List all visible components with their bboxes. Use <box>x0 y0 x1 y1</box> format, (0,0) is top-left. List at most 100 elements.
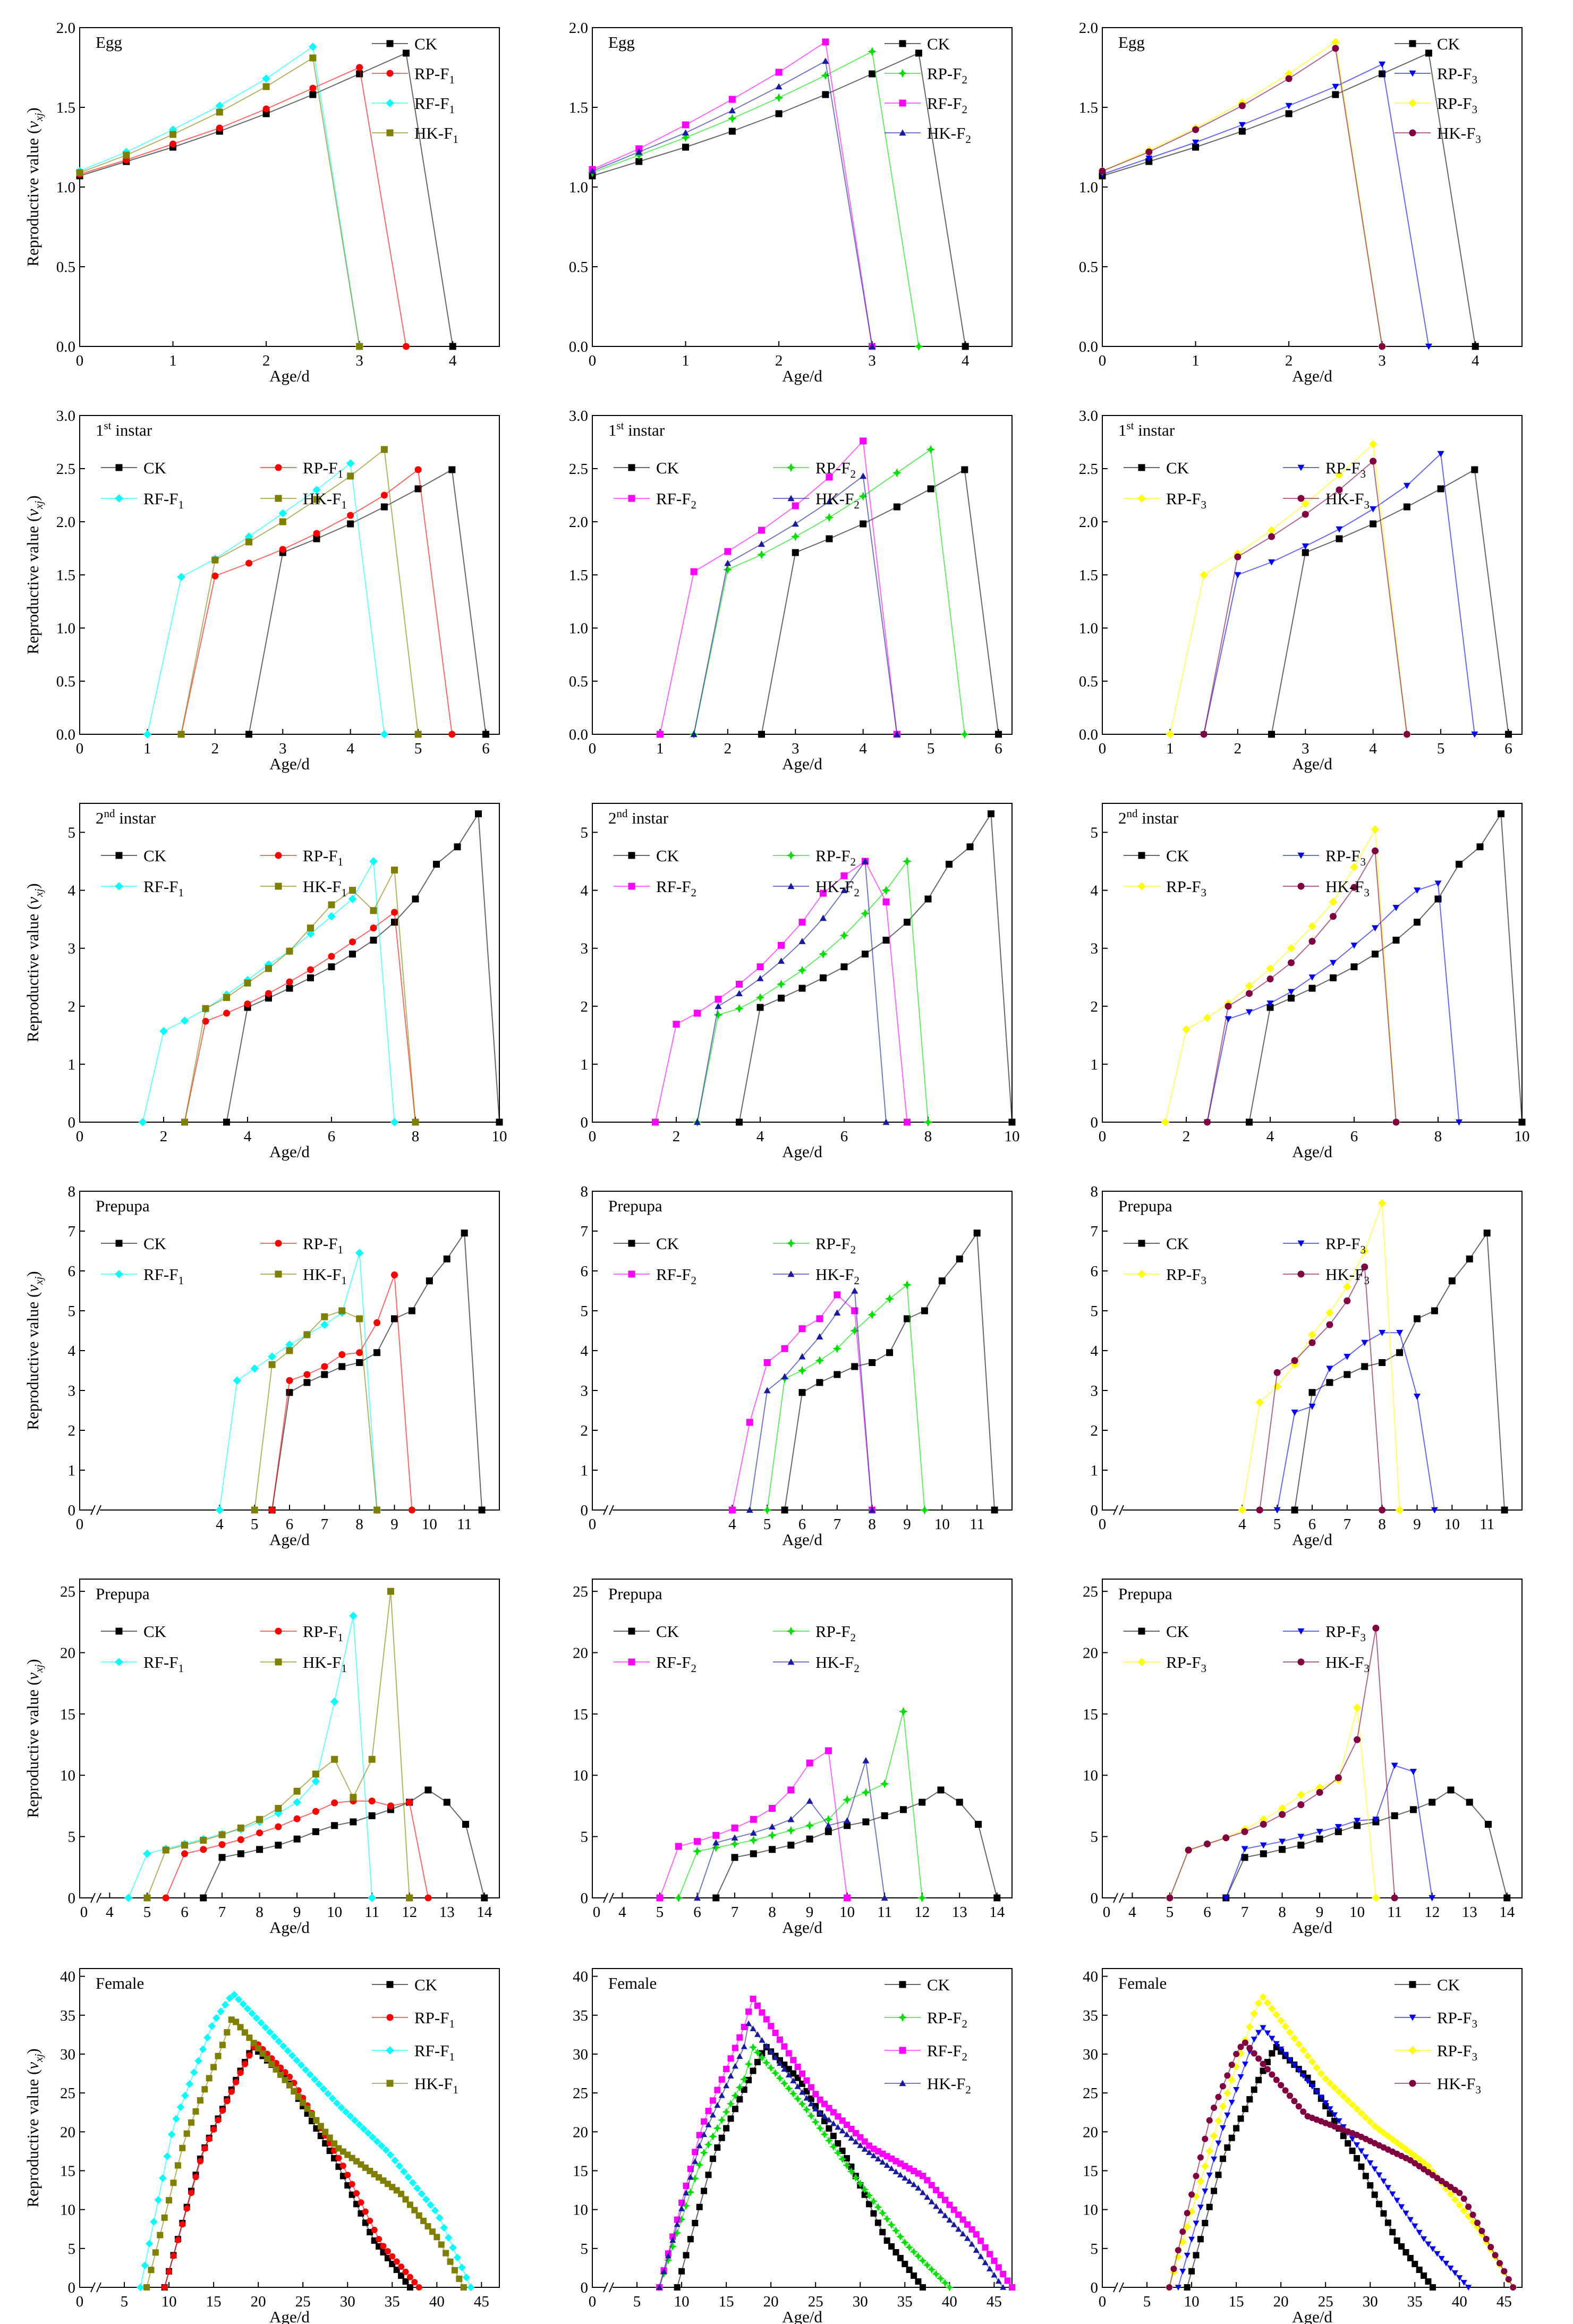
point <box>255 2045 262 2052</box>
point <box>768 2048 775 2055</box>
series-RP-F2 <box>588 47 923 351</box>
point <box>986 2251 993 2258</box>
x-tick-label: 2 <box>724 740 732 757</box>
legend-label: RP-F2 <box>815 1234 856 1256</box>
point <box>177 573 185 581</box>
y-tick-label: 2.0 <box>1079 20 1098 37</box>
point <box>286 1347 293 1354</box>
point <box>709 2132 717 2141</box>
point <box>279 518 286 525</box>
x-tick-label: 11 <box>1387 1904 1402 1921</box>
legend-label: CK <box>1437 1975 1460 1994</box>
point <box>786 1239 796 1248</box>
series-line <box>184 868 416 1123</box>
point <box>1362 2114 1370 2122</box>
y-axis-label: Reproductive value (vxj) <box>23 1659 45 1818</box>
point <box>203 2033 211 2042</box>
point <box>1197 2204 1204 2211</box>
point <box>393 2267 400 2274</box>
point <box>861 2191 868 2198</box>
y-tick-label: 1.0 <box>56 179 75 196</box>
point <box>946 2217 953 2223</box>
plot-frame <box>592 1968 1013 2288</box>
point <box>807 2111 815 2121</box>
x-axis-label: Age/d <box>269 754 310 773</box>
point <box>1266 1000 1274 1007</box>
x-tick-label: 9 <box>806 1904 814 1921</box>
point <box>1285 70 1293 78</box>
point <box>1362 2154 1369 2160</box>
point <box>851 1307 858 1314</box>
x-tick-label: 1 <box>143 740 151 757</box>
y-tick-label: 25 <box>60 2085 75 2102</box>
y-tick-label: 1.5 <box>1079 567 1098 584</box>
point <box>1264 2030 1271 2037</box>
point <box>704 2140 713 2149</box>
point <box>1259 1815 1268 1824</box>
point <box>815 1356 824 1365</box>
x-tick-label: 45 <box>1497 2293 1512 2310</box>
point <box>309 91 317 98</box>
point <box>259 2050 266 2057</box>
legend-item: RP-F1 <box>372 2008 455 2030</box>
point <box>228 2088 235 2095</box>
point <box>932 2270 940 2278</box>
series-CK <box>1246 810 1526 1126</box>
point <box>115 464 123 471</box>
point <box>1322 2075 1330 2083</box>
point <box>756 963 764 971</box>
series-CK <box>712 1786 1001 1902</box>
point <box>1469 2211 1476 2218</box>
point <box>346 459 355 468</box>
point <box>223 994 230 1001</box>
x-tick-label: 40 <box>429 2293 445 2310</box>
x-tick-label: 9 <box>1413 1516 1421 1533</box>
legend-item: CK <box>614 1622 679 1641</box>
point <box>1392 905 1400 911</box>
point <box>115 1627 123 1635</box>
point <box>798 919 806 926</box>
x-tick-label: 35 <box>1407 2293 1423 2310</box>
point <box>682 2201 691 2210</box>
x-tick-label: 2 <box>775 352 783 369</box>
point <box>355 2121 363 2128</box>
point <box>727 114 737 123</box>
stage-label: Prepupa <box>608 1584 662 1603</box>
series-RP-F3 <box>1273 1330 1438 1514</box>
point <box>705 2108 712 2115</box>
point <box>1391 1894 1398 1902</box>
x-tick-label: 0 <box>589 740 597 757</box>
point <box>745 2076 752 2083</box>
point <box>1409 2014 1416 2021</box>
series-line <box>181 469 453 735</box>
point <box>237 2024 244 2031</box>
series-line <box>749 1289 873 1511</box>
point <box>787 883 795 889</box>
point <box>962 343 969 350</box>
point <box>150 2218 158 2226</box>
point <box>715 1003 722 1010</box>
point <box>674 1893 683 1903</box>
y-tick-label: 20 <box>573 1644 588 1661</box>
point <box>686 2188 695 2196</box>
point <box>862 1757 870 1763</box>
point <box>715 996 722 1003</box>
point <box>279 546 286 553</box>
point <box>1300 2108 1307 2115</box>
point <box>1279 1838 1286 1845</box>
point <box>1434 2251 1441 2257</box>
x-tick-label: 10 <box>1515 1128 1530 1145</box>
x-tick-label: 14 <box>477 1904 492 1921</box>
point <box>1371 2122 1379 2130</box>
legend-item: CK <box>614 846 679 865</box>
point <box>1214 2117 1222 2125</box>
y-tick-label: 5 <box>68 1303 76 1320</box>
point <box>478 1506 486 1514</box>
point <box>728 128 736 135</box>
axis-break-mark <box>90 1893 96 1903</box>
point <box>811 2118 820 2126</box>
point <box>835 2140 841 2147</box>
x-tick-label: 7 <box>731 1904 739 1921</box>
legend-label: RF-F1 <box>143 877 184 899</box>
